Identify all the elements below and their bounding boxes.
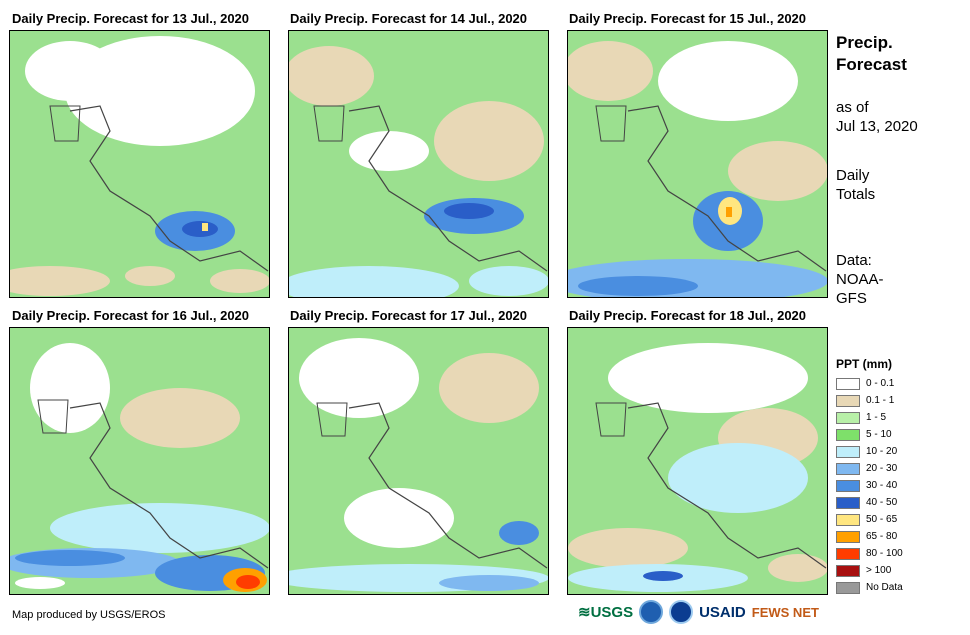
legend-swatch [836, 513, 860, 526]
data-line2: NOAA- [836, 271, 884, 288]
map-panel-5 [288, 327, 549, 595]
forecast-title-line2: Forecast [836, 55, 907, 74]
forecast-title-line1: Precip. [836, 33, 893, 52]
map-panel-4 [9, 327, 270, 595]
fewsnet-logo: FEWS NET [751, 604, 819, 620]
noaa-logo-icon [639, 600, 664, 624]
daily-line1: Daily [836, 167, 870, 184]
legend-swatch [836, 394, 860, 407]
legend-label: 1 - 5 [866, 412, 887, 423]
legend-item: 30 - 40 [836, 479, 897, 492]
legend-label: 40 - 50 [866, 497, 898, 508]
precip-map-18-jul [568, 343, 827, 592]
map-panel-1 [9, 30, 270, 298]
usgs-logo: ≋USGS [578, 604, 634, 621]
panel-title-3: Daily Precip. Forecast for 15 Jul., 2020 [569, 11, 807, 26]
panel-title-6: Daily Precip. Forecast for 18 Jul., 2020 [569, 308, 807, 323]
legend-label: 5 - 10 [866, 429, 892, 440]
daily-totals: Daily Totals [836, 166, 875, 204]
precip-map-14-jul [289, 46, 548, 297]
data-source: Data: NOAA- GFS [836, 251, 884, 308]
precip-map-16-jul [10, 343, 269, 592]
legend-swatch [836, 564, 860, 577]
legend-item: 5 - 10 [836, 428, 892, 441]
legend-label: > 100 [866, 565, 892, 576]
legend-swatch [836, 581, 860, 594]
legend-item: No Data [836, 581, 903, 594]
logo-strip: ≋USGS USAID FEWS NET [578, 600, 819, 624]
nasa-logo-icon [669, 600, 694, 624]
legend-label: 10 - 20 [866, 446, 898, 457]
legend-item: 80 - 100 [836, 547, 903, 560]
legend-swatch [836, 445, 860, 458]
map-panel-2 [288, 30, 549, 298]
data-line3: GFS [836, 290, 867, 307]
legend-label: 65 - 80 [866, 531, 898, 542]
legend-label: 20 - 30 [866, 463, 898, 474]
panel-title-5: Daily Precip. Forecast for 17 Jul., 2020 [290, 308, 528, 323]
as-of-line1: as of [836, 99, 869, 116]
usaid-logo: USAID [699, 603, 746, 621]
legend-label: 0.1 - 1 [866, 395, 895, 406]
legend-label: 80 - 100 [866, 548, 903, 559]
legend-swatch [836, 530, 860, 543]
daily-line2: Totals [836, 186, 876, 203]
legend-label: 30 - 40 [866, 480, 898, 491]
as-of-line2: Jul 13, 2020 [836, 118, 918, 135]
legend-item: 20 - 30 [836, 462, 897, 475]
data-line1: Data: [836, 252, 872, 269]
legend-item: 10 - 20 [836, 445, 897, 458]
legend-label: No Data [866, 582, 903, 593]
legend-swatch [836, 377, 860, 390]
legend-item: 40 - 50 [836, 496, 897, 509]
legend-label: 50 - 65 [866, 514, 898, 525]
legend-item: 0.1 - 1 [836, 394, 894, 407]
legend-swatch [836, 411, 860, 424]
precip-map-17-jul [289, 338, 548, 592]
as-of-date: as of Jul 13, 2020 [836, 98, 918, 136]
legend-item: > 100 [836, 564, 891, 577]
panel-title-4: Daily Precip. Forecast for 16 Jul., 2020 [12, 308, 250, 323]
map-panel-3 [567, 30, 828, 298]
legend-item: 0 - 0.1 [836, 377, 894, 390]
legend-swatch [836, 428, 860, 441]
forecast-title: Precip. Forecast [836, 32, 907, 76]
legend-title: PPT (mm) [836, 357, 893, 371]
panel-title-1: Daily Precip. Forecast for 13 Jul., 2020 [12, 11, 250, 26]
legend-item: 1 - 5 [836, 411, 886, 424]
legend-swatch [836, 462, 860, 475]
precip-map-13-jul [10, 36, 269, 296]
legend-item: 50 - 65 [836, 513, 897, 526]
legend-swatch [836, 496, 860, 509]
panel-title-2: Daily Precip. Forecast for 14 Jul., 2020 [290, 11, 528, 26]
legend-swatch [836, 479, 860, 492]
precip-map-15-jul [568, 41, 827, 297]
map-credit: Map produced by USGS/EROS [12, 609, 166, 621]
legend-item: 65 - 80 [836, 530, 897, 543]
map-panel-6 [567, 327, 828, 595]
legend-swatch [836, 547, 860, 560]
legend-label: 0 - 0.1 [866, 378, 895, 389]
